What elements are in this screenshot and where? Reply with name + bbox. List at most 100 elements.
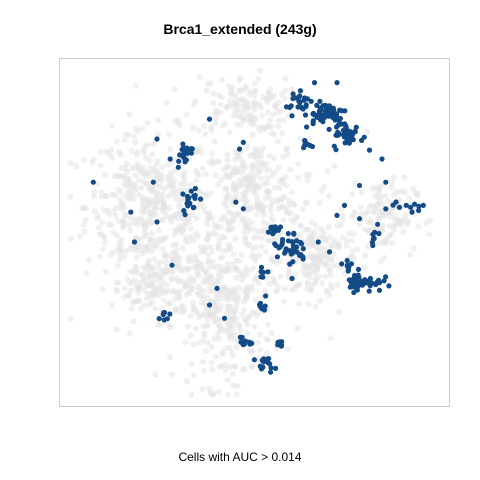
background-point [91, 193, 98, 200]
background-point [316, 199, 323, 206]
highlighted-point [265, 269, 271, 275]
background-point [203, 236, 210, 243]
background-point [275, 109, 281, 116]
background-point [205, 252, 212, 259]
highlighted-point [374, 280, 380, 286]
highlighted-point [192, 185, 198, 192]
highlighted-point [356, 182, 363, 189]
background-point [176, 288, 183, 295]
background-point [251, 164, 258, 171]
highlighted-point [403, 202, 409, 208]
background-point [262, 248, 269, 255]
background-point [155, 117, 162, 124]
highlighted-point [348, 278, 354, 285]
background-point [265, 321, 271, 328]
background-point [102, 239, 109, 246]
background-point [246, 176, 253, 183]
background-point [116, 256, 123, 263]
background-point [206, 385, 213, 392]
background-point [169, 257, 176, 263]
background-point [257, 127, 264, 134]
background-point [67, 315, 74, 322]
highlighted-point [90, 179, 96, 185]
background-point [312, 277, 319, 284]
background-point [117, 251, 124, 258]
background-point [171, 231, 178, 238]
background-point [150, 174, 157, 181]
background-point [190, 124, 197, 131]
background-point [241, 228, 248, 235]
background-point [325, 223, 332, 230]
background-point [250, 264, 257, 271]
background-point [252, 87, 259, 94]
background-point [264, 189, 271, 196]
background-point [120, 218, 127, 225]
highlighted-point [295, 95, 301, 101]
background-point [186, 219, 193, 225]
background-point [357, 204, 364, 211]
highlighted-point [298, 241, 305, 247]
background-point [157, 171, 164, 178]
background-point [295, 160, 302, 167]
background-point [209, 157, 216, 164]
highlighted-point [150, 179, 156, 185]
background-point [348, 237, 355, 244]
background-point [198, 299, 205, 306]
background-point [254, 339, 261, 346]
background-point [362, 210, 369, 217]
highlighted-point [342, 121, 348, 127]
highlighted-point [180, 153, 187, 159]
highlighted-point [345, 268, 351, 274]
background-point [167, 354, 173, 361]
plot-frame [59, 58, 450, 407]
background-point [210, 90, 217, 97]
background-point [220, 212, 227, 219]
background-point [266, 195, 273, 202]
background-point [327, 271, 334, 278]
background-point [232, 315, 239, 322]
background-point [356, 221, 363, 228]
background-point [198, 293, 205, 300]
background-point [245, 217, 252, 224]
highlighted-point [349, 132, 355, 138]
background-point [277, 273, 284, 280]
background-point [238, 156, 245, 163]
highlighted-point [336, 117, 342, 124]
background-point [264, 174, 271, 181]
background-point [152, 192, 159, 199]
background-point [140, 149, 147, 156]
background-point [108, 191, 115, 198]
background-point [192, 252, 199, 259]
background-point [317, 250, 324, 257]
highlighted-point [390, 202, 396, 208]
background-point [361, 264, 368, 271]
background-point [372, 205, 379, 212]
background-point [103, 193, 110, 200]
background-point [156, 282, 163, 289]
background-point [134, 149, 141, 156]
background-point [369, 185, 376, 192]
background-point [195, 233, 201, 240]
background-point [292, 271, 299, 278]
background-point [187, 225, 194, 232]
background-point [127, 227, 134, 234]
background-point [296, 300, 303, 307]
background-point [196, 172, 203, 179]
highlighted-point [379, 156, 385, 162]
background-point [179, 215, 186, 222]
background-point [233, 391, 240, 398]
highlighted-point [330, 105, 336, 111]
background-point [306, 135, 313, 142]
background-point [232, 288, 239, 294]
background-point [129, 279, 136, 286]
background-point [380, 222, 387, 229]
highlighted-point [360, 279, 366, 285]
background-point [175, 120, 182, 127]
background-point [190, 276, 197, 283]
background-point [391, 211, 398, 218]
background-point [388, 184, 395, 191]
background-point [130, 196, 137, 202]
highlighted-points [90, 80, 426, 375]
background-point [141, 197, 148, 204]
highlighted-point [334, 80, 340, 86]
